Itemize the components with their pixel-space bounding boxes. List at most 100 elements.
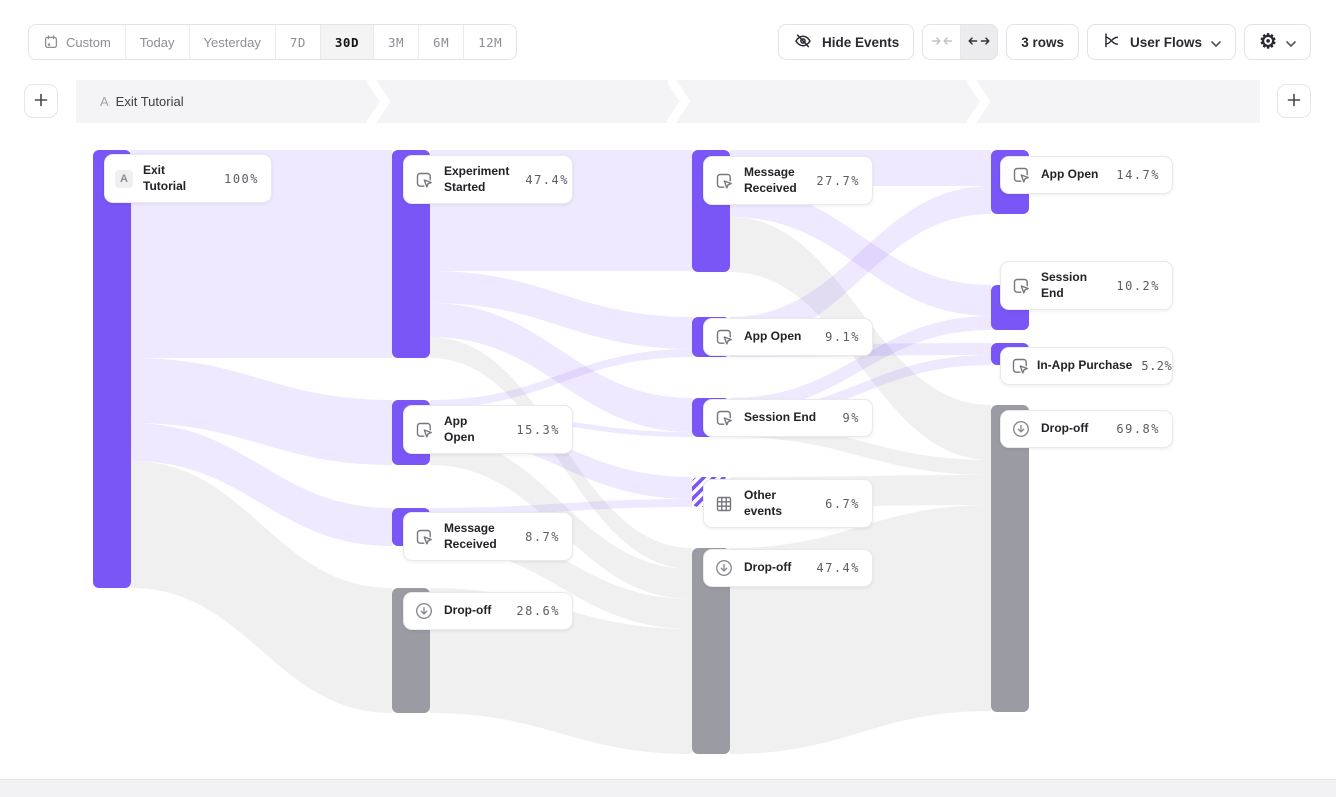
arrows-outward-icon — [968, 35, 990, 50]
dropoff-icon — [1011, 419, 1031, 439]
date-range-selector: Custom Today Yesterday 7D 30D 3M 6M 12M — [28, 24, 518, 60]
date-range-yesterday[interactable]: Yesterday — [189, 25, 276, 59]
hide-events-button[interactable]: Hide Events — [777, 24, 915, 60]
arrows-inward-icon — [931, 35, 953, 50]
node-bar-drop-off[interactable] — [991, 405, 1029, 712]
node-percent: 27.7% — [816, 173, 860, 188]
event-icon — [1011, 276, 1031, 296]
flow-ribbon — [730, 186, 991, 316]
node-card-app-open[interactable]: App Open 14.7% — [1000, 156, 1173, 194]
node-percent: 9.1% — [825, 330, 860, 344]
step-chevron-separator — [665, 76, 693, 128]
node-percent: 10.2% — [1116, 278, 1160, 293]
date-range-6m[interactable]: 6M — [419, 25, 465, 59]
step-label: A Exit Tutorial — [100, 80, 184, 123]
node-percent: 15.3% — [516, 422, 560, 437]
event-icon — [714, 327, 734, 347]
node-label: Session End — [744, 410, 817, 425]
event-icon — [714, 408, 734, 428]
other-events-icon — [714, 494, 734, 514]
node-card-session-end[interactable]: Session End 9% — [703, 399, 873, 437]
node-label: Other events — [744, 488, 783, 518]
view-selector-button[interactable]: User Flows — [1087, 24, 1237, 60]
event-icon — [414, 527, 434, 547]
node-label: Message Received — [744, 165, 797, 195]
date-range-custom[interactable]: Custom — [29, 25, 126, 59]
node-card-other-events[interactable]: Other events 6.7% — [703, 479, 873, 529]
node-label: App Open — [1041, 167, 1099, 182]
node-label: Drop-off — [444, 603, 492, 618]
add-step-right-button[interactable] — [1277, 84, 1311, 118]
settings-button[interactable]: ⚙ — [1244, 24, 1311, 60]
date-range-3m[interactable]: 3M — [373, 25, 420, 59]
flow-ribbon — [730, 186, 991, 345]
date-range-30d[interactable]: 30D — [320, 25, 374, 59]
node-percent: 28.6% — [516, 604, 560, 618]
plus-icon — [1286, 92, 1302, 111]
node-card-exit-tutorial[interactable]: A Exit Tutorial 100% — [104, 154, 272, 204]
date-range-today[interactable]: Today — [125, 25, 190, 59]
rows-label: 3 rows — [1021, 34, 1065, 50]
step-letter: A — [100, 94, 109, 109]
toolbar-right-cluster: Hide Events 3 rows — [777, 24, 1311, 60]
node-label: App Open — [744, 329, 802, 344]
flow-ribbon — [430, 349, 692, 408]
event-icon — [1010, 356, 1030, 376]
flow-ribbon — [131, 461, 392, 713]
eye-off-icon — [793, 31, 813, 54]
plus-icon — [33, 92, 49, 111]
event-icon — [714, 171, 734, 191]
spacing-toggle-group — [922, 24, 999, 60]
node-label: Exit Tutorial — [143, 163, 187, 193]
expand-columns-button[interactable] — [960, 25, 998, 59]
step-chevron-separator — [365, 76, 393, 128]
step-title: Exit Tutorial — [115, 94, 184, 109]
calendar-icon — [43, 34, 59, 50]
node-label: In-App Purchase — [1037, 358, 1133, 373]
top-toolbar: Custom Today Yesterday 7D 30D 3M 6M 12M Hide Ev… — [0, 0, 1336, 68]
flow-ribbon — [430, 303, 692, 432]
chevron-down-icon — [1211, 35, 1221, 50]
node-label: Drop-off — [744, 560, 792, 575]
node-percent: 5.2% — [1141, 359, 1173, 373]
collapse-columns-button[interactable] — [923, 25, 960, 59]
flow-ribbon — [131, 423, 392, 546]
event-icon — [414, 170, 434, 190]
node-card-app-open[interactable]: App Open 15.3% — [403, 405, 573, 455]
flow-ribbon — [430, 271, 692, 349]
node-percent: 6.7% — [825, 496, 860, 511]
hide-events-label: Hide Events — [821, 34, 900, 50]
view-selector-label: User Flows — [1130, 34, 1203, 50]
node-label: App Open — [444, 414, 475, 444]
node-percent: 100% — [224, 171, 259, 186]
dropoff-icon — [714, 558, 734, 578]
flow-ribbon — [430, 499, 692, 516]
bottom-strip — [0, 779, 1336, 797]
event-icon — [1011, 165, 1031, 185]
node-card-session-end[interactable]: Session End 10.2% — [1000, 261, 1173, 311]
rows-button[interactable]: 3 rows — [1006, 24, 1080, 60]
node-card-message-received[interactable]: Message Received 8.7% — [403, 512, 573, 562]
node-card-message-received[interactable]: Message Received 27.7% — [703, 156, 873, 206]
node-card-app-open[interactable]: App Open 9.1% — [703, 318, 873, 356]
event-icon — [414, 420, 434, 440]
node-percent: 14.7% — [1116, 168, 1160, 182]
node-percent: 47.4% — [525, 172, 569, 187]
date-range-12m[interactable]: 12M — [464, 25, 517, 59]
chevron-down-icon — [1286, 35, 1296, 50]
date-range-7d[interactable]: 7D — [275, 25, 321, 59]
flow-ribbon — [131, 358, 392, 465]
step-header-band[interactable]: A Exit Tutorial — [76, 76, 1260, 127]
node-card-experiment-started[interactable]: Experiment Started 47.4% — [403, 155, 573, 205]
node-percent: 8.7% — [525, 529, 560, 544]
add-step-left-button[interactable] — [24, 84, 58, 118]
node-card-in-app-purchase[interactable]: In-App Purchase 5.2% — [1000, 347, 1173, 385]
node-card-drop-off[interactable]: Drop-off 28.6% — [403, 592, 573, 630]
node-card-drop-off[interactable]: Drop-off 69.8% — [1000, 410, 1173, 448]
node-card-drop-off[interactable]: Drop-off 47.4% — [703, 549, 873, 587]
node-percent: 69.8% — [1116, 422, 1160, 436]
step-a-badge: A — [115, 169, 133, 188]
step-chevron-separator — [965, 76, 993, 128]
node-percent: 9% — [842, 411, 860, 425]
node-bar-exit-tutorial[interactable] — [93, 150, 131, 588]
